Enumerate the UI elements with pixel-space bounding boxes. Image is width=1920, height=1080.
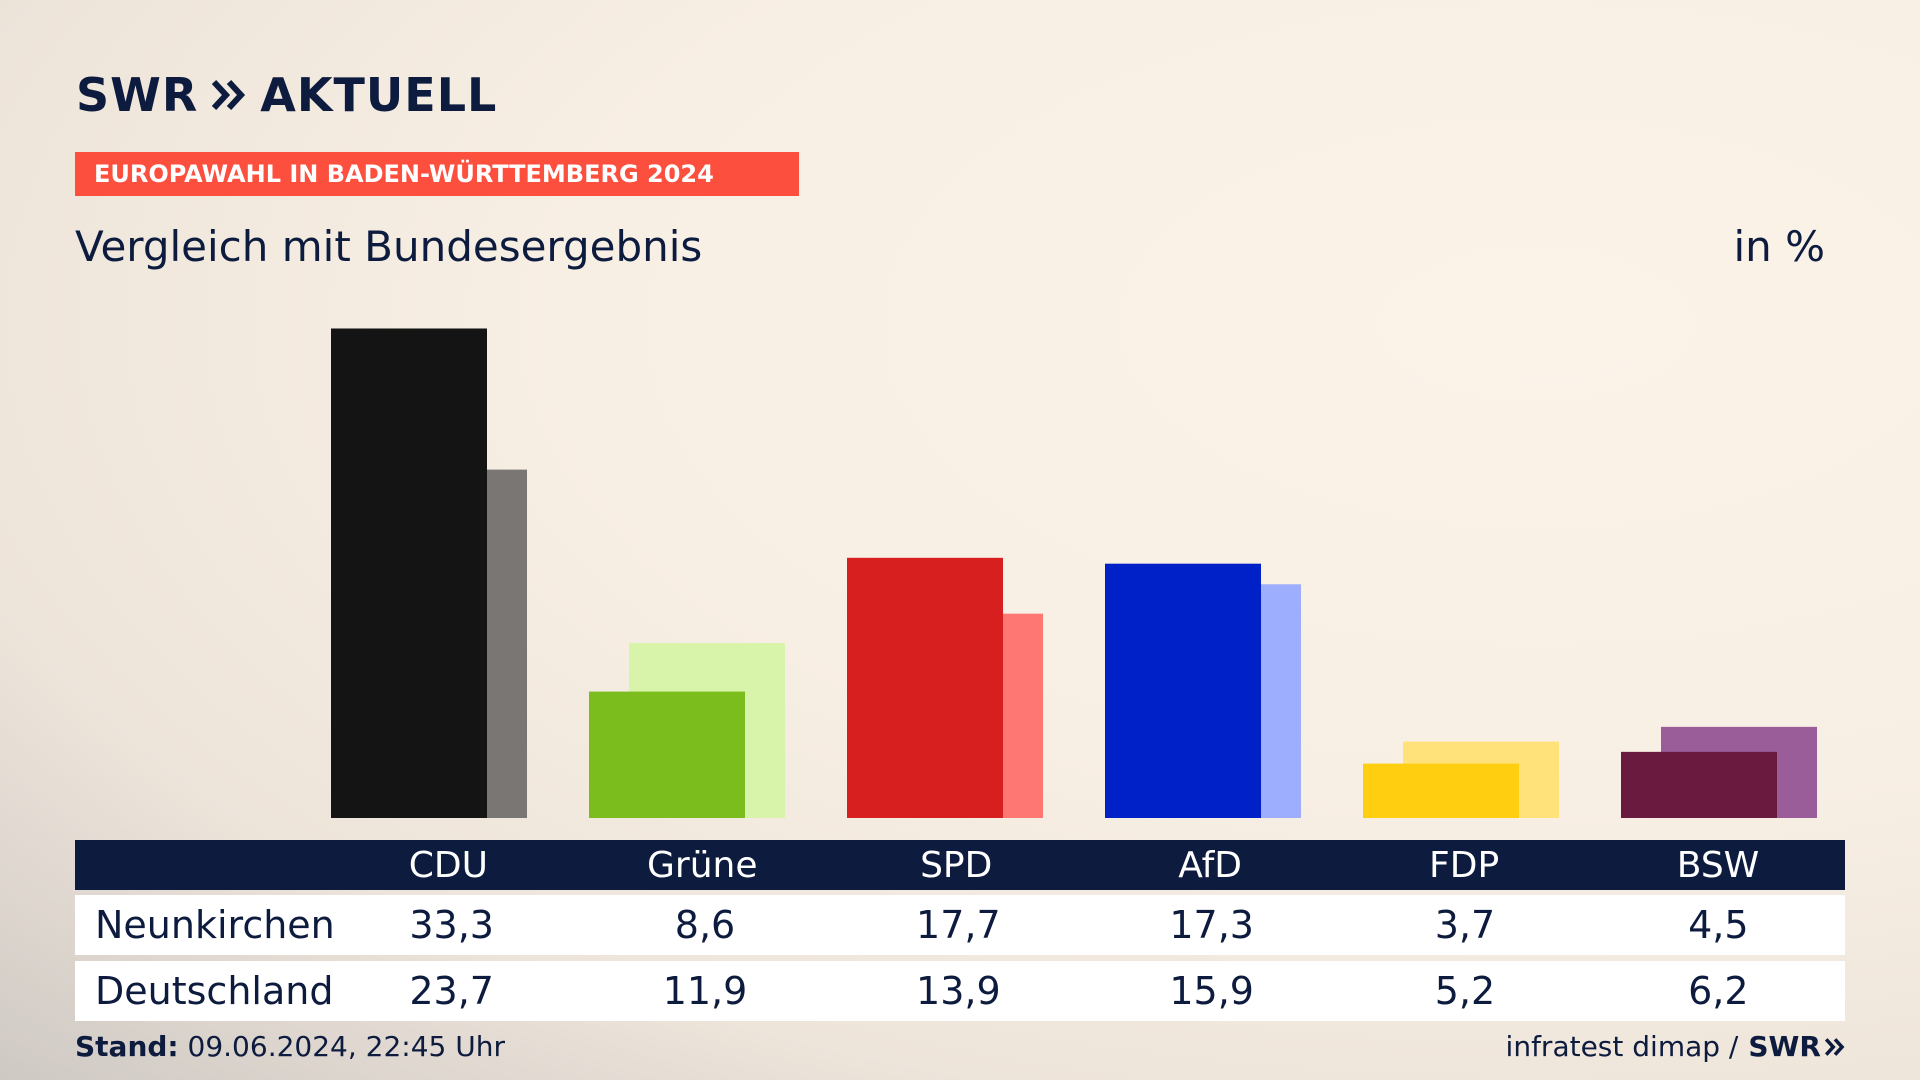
value-spd: 13,9 xyxy=(916,969,1001,1013)
bar-neunkirchen-bsw xyxy=(1621,751,1777,818)
results-table: CDU Grüne SPD AfD FDP BSW Neunkirchen 33,3 8,6 1… xyxy=(75,840,1845,1021)
bar-neunkirchen-fdp xyxy=(1363,763,1519,818)
header-cdu: CDU xyxy=(408,844,488,886)
timestamp: Stand: 09.06.2024, 22:45 Uhr xyxy=(75,1030,505,1063)
chart-subtitle: Vergleich mit Bundesergebnis xyxy=(75,222,703,271)
banner-label: EUROPAWAHL IN BADEN-WÜRTTEMBERG 2024 xyxy=(94,160,714,188)
row-label: Deutschland xyxy=(95,969,334,1013)
unit-label: in % xyxy=(1733,222,1825,271)
bar-chart xyxy=(331,328,1817,818)
source-brand-name: SWR xyxy=(1748,1030,1821,1063)
source-text: infratest dimap / xyxy=(1505,1030,1739,1063)
value-grüne: 8,6 xyxy=(674,903,736,947)
table-row: Deutschland 23,7 11,9 13,9 15,9 5,2 6,2 xyxy=(75,961,1845,1021)
value-cdu: 23,7 xyxy=(409,969,494,1013)
value-fdp: 5,2 xyxy=(1434,969,1496,1013)
table-row: Neunkirchen 33,3 8,6 17,7 17,3 3,7 4,5 xyxy=(75,895,1845,955)
table-header: CDU Grüne SPD AfD FDP BSW xyxy=(75,840,1845,890)
value-spd: 17,7 xyxy=(916,903,1001,947)
bar-neunkirchen-cdu xyxy=(331,328,487,818)
header-afd: AfD xyxy=(1178,844,1243,886)
value-afd: 15,9 xyxy=(1169,969,1254,1013)
value-bsw: 4,5 xyxy=(1688,903,1749,947)
swr-aktuell-logo: SWR AKTUELL xyxy=(76,68,498,122)
stand-value: 09.06.2024, 22:45 Uhr xyxy=(187,1030,505,1063)
value-cdu: 33,3 xyxy=(409,903,494,947)
stand-label: Stand: xyxy=(75,1030,179,1063)
header-fdp: FDP xyxy=(1429,844,1500,886)
double-chevron-icon xyxy=(1825,1037,1845,1056)
value-bsw: 6,2 xyxy=(1688,969,1749,1013)
brand-name: SWR xyxy=(76,68,199,122)
header-bsw: BSW xyxy=(1676,844,1760,886)
bar-neunkirchen-grüne xyxy=(589,691,745,818)
header-grüne: Grüne xyxy=(647,844,758,886)
value-afd: 17,3 xyxy=(1169,903,1254,947)
row-label: Neunkirchen xyxy=(95,903,335,947)
value-grüne: 11,9 xyxy=(662,969,748,1013)
source-credit: infratest dimap / SWR xyxy=(1506,1030,1845,1063)
header-spd: SPD xyxy=(920,844,993,886)
bar-neunkirchen-spd xyxy=(847,557,1003,818)
brand-product: AKTUELL xyxy=(260,68,498,122)
bar-neunkirchen-afd xyxy=(1105,563,1261,818)
election-banner: EUROPAWAHL IN BADEN-WÜRTTEMBERG 2024 xyxy=(75,152,799,196)
double-chevron-icon xyxy=(212,78,246,112)
value-fdp: 3,7 xyxy=(1434,903,1496,947)
source-brand: SWR xyxy=(1748,1030,1845,1063)
